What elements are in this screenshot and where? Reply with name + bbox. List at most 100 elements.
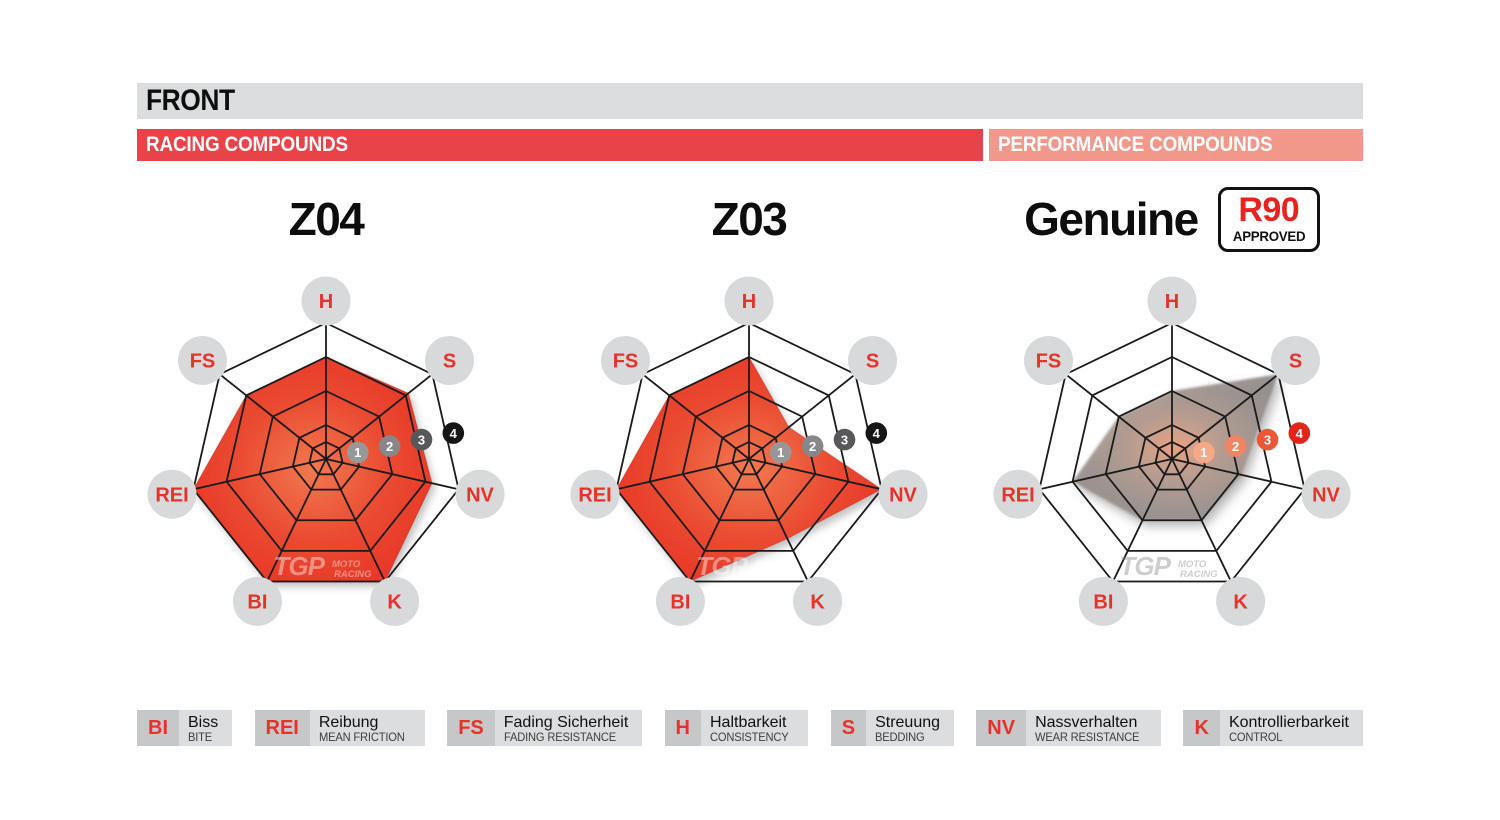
legend-text: Nassverhalten WEAR RESISTANCE [1026,710,1162,746]
scale-marker-4: 4 [1288,422,1311,444]
legend-term-de: Haltbarkeit [709,714,787,731]
performance-compounds-band: PERFORMANCE COMPOUNDS [989,129,1363,161]
legend-item-nv: NV Nassverhalten WEAR RESISTANCE [976,710,1162,746]
axis-label-ball-s: S [425,336,474,385]
scale-marker-2: 2 [378,435,401,457]
axis-label-ball-fs: FS [178,336,227,385]
axis-legend: BI Biss BITE REI Reibung MEAN FRICTION F… [137,710,1363,746]
svg-text:1: 1 [354,445,361,460]
svg-text:FS: FS [190,351,216,373]
legend-item-fs: FS Fading Sicherheit FADING RESISTANCE [447,710,643,746]
axis-label-ball-k: K [370,576,420,626]
axis-spoke-bi [1105,458,1173,597]
axis-label-ball-s: S [1271,336,1320,385]
legend-term-de: Streuung [875,714,941,731]
legend-term-de: Reibung [318,714,379,731]
scale-marker-1: 1 [770,441,792,464]
radar-fill-genuine [1072,374,1279,521]
axis-label-ball-bi: BI [655,576,705,626]
legend-term-de: Kontrollierbarkeit [1228,714,1349,731]
legend-term-de: Nassverhalten [1035,714,1138,731]
svg-text:REI: REI [1001,484,1034,506]
chart-title-z04: Z04 [288,193,365,245]
grid-ring [681,390,817,522]
axis-spoke-s [748,363,869,460]
svg-text:FS: FS [613,351,639,373]
svg-text:3: 3 [1264,432,1271,447]
svg-text:MOTO: MOTO [1178,559,1207,570]
grid-ring [258,390,394,522]
svg-text:1: 1 [777,445,784,460]
scale-marker-4: 4 [442,422,465,444]
svg-text:3: 3 [418,432,425,447]
legend-item-bi: BI Biss BITE [137,710,233,746]
svg-text:TGP: TGP [1120,551,1172,581]
svg-text:MOTO: MOTO [332,559,361,570]
legend-term-en: CONSISTENCY [709,730,789,744]
legend-text: Streuung BEDDING [866,710,955,746]
legend-abbr: H [664,710,701,746]
scale-marker-1: 1 [347,441,369,464]
axis-label-ball-fs: FS [601,336,650,385]
axis-spoke-nv [1171,458,1321,494]
axis-spoke-fs [206,363,327,460]
svg-text:TGP: TGP [274,551,326,581]
axis-spoke-rei [177,458,327,494]
axis-label-ball-k: K [1216,576,1266,626]
axis-spoke-k [748,458,816,597]
axis-label-ball-h: H [301,276,351,326]
legend-text: Fading Sicherheit FADING RESISTANCE [494,710,643,746]
axis-spoke-rei [1023,458,1173,494]
legend-term-en: MEAN FRICTION [318,730,405,744]
scale-marker-2: 2 [801,435,824,457]
r90-approved-badge: R90 APPROVED [1217,186,1320,252]
legend-abbr: FS [447,710,495,746]
axis-spoke-bi [259,458,327,597]
approved-label: APPROVED [1232,227,1306,244]
svg-text:2: 2 [1232,439,1239,454]
scale-marker-4: 4 [865,422,888,444]
svg-text:H: H [1165,291,1179,313]
legend-item-k: K Kontrollierbarkeit CONTROL [1183,710,1363,746]
svg-text:NV: NV [466,484,494,506]
scale-marker-2: 2 [1224,435,1247,457]
axis-label-ball-h: H [1147,276,1197,326]
scale-marker-3: 3 [833,428,856,451]
axis-label-ball-s: S [848,336,897,385]
radar-chart-z04: 1 2 3 4 TGP MOTO RACING H S NV K BI REI FS [126,259,526,659]
grid-ring [648,356,850,552]
axis-spoke-k [325,458,393,597]
axis-label-ball-rei: REI [993,469,1043,519]
svg-text:MOTO: MOTO [755,559,784,570]
radar-chart-genuine: 1 2 3 4 TGP MOTO RACING H S NV K BI REI FS [972,259,1372,659]
section-title-bar: FRONT [137,83,1363,119]
legend-abbr: NV [976,710,1027,746]
grid-ring [308,441,344,476]
section-title: FRONT [146,84,235,117]
svg-text:K: K [810,592,825,614]
grid-ring [225,356,427,552]
svg-text:4: 4 [873,426,881,441]
svg-text:S: S [1289,351,1302,373]
axis-spoke-nv [325,458,475,494]
chart-title-z03: Z03 [711,193,788,245]
svg-text:K: K [1233,592,1248,614]
axis-spoke-fs [629,363,750,460]
racing-compounds-band: RACING COMPOUNDS [137,129,983,161]
axis-label-ball-k: K [793,576,843,626]
svg-text:NV: NV [889,484,917,506]
axis-label-ball-h: H [724,276,774,326]
axis-spoke-rei [600,458,750,494]
legend-text: Reibung MEAN FRICTION [309,710,425,746]
legend-abbr: S [830,710,867,746]
axis-label-ball-nv: NV [455,469,505,519]
r90-label: R90 [1238,190,1300,229]
grid-ring [1071,356,1273,552]
legend-term-en: CONTROL [1228,730,1283,744]
grid-ring [1038,322,1306,583]
svg-text:4: 4 [1296,426,1304,441]
svg-text:S: S [443,351,456,373]
svg-text:2: 2 [809,439,816,454]
legend-term-en: FADING RESISTANCE [503,730,616,744]
